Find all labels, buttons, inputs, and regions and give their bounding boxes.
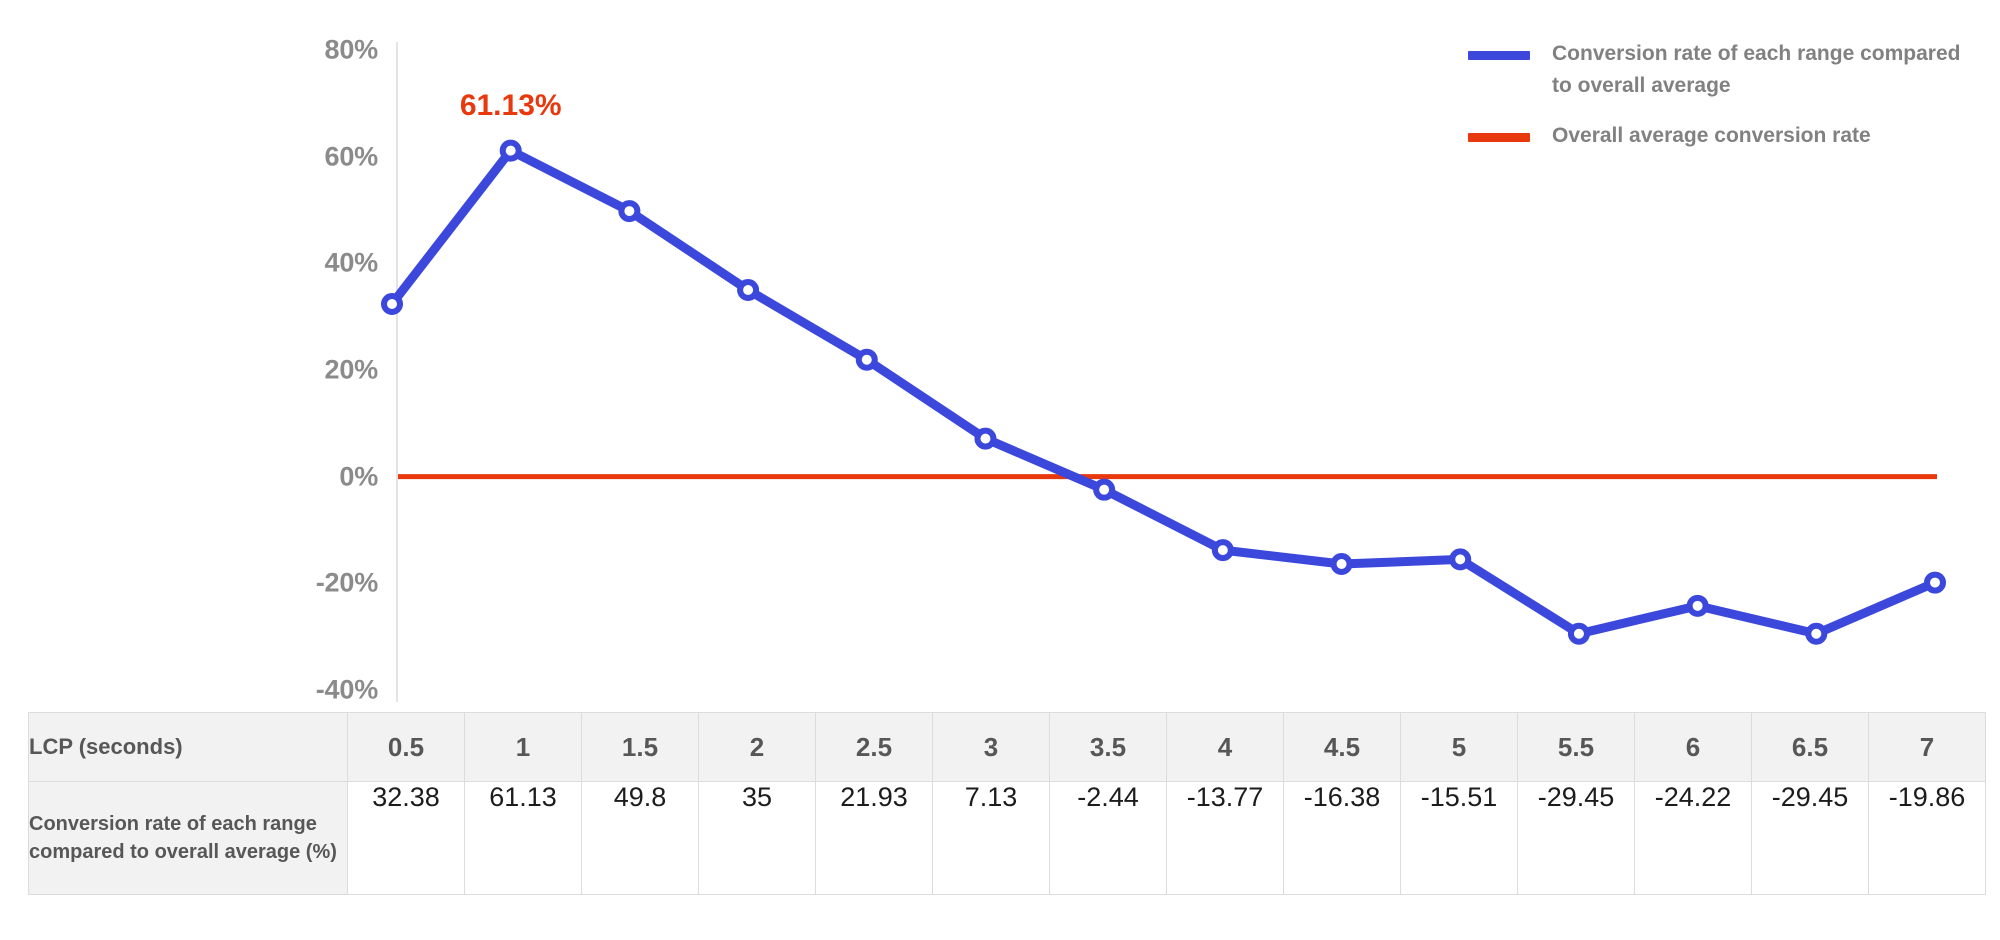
- line-chart: 80% 60% 40% 20% 0% -20% -40% 61.13%: [268, 0, 1946, 712]
- y-axis-tick-label: 60%: [324, 141, 379, 172]
- table-header-row: LCP (seconds) 0.5 1 1.5 2 2.5 3 3.5 4 4.5 5 5.5 6 6.…: [28, 712, 1986, 782]
- y-axis-tick-label: 0%: [339, 461, 378, 492]
- conversion-rate-line: [387, 146, 1940, 639]
- table-cell-value: 35: [698, 781, 816, 895]
- table-cell-value: -16.38: [1283, 781, 1401, 895]
- y-axis-tick-label: -20%: [315, 567, 378, 598]
- table-cell-value: -13.77: [1166, 781, 1284, 895]
- legend-item-average[interactable]: Overall average conversion rate: [1468, 120, 1988, 152]
- table-column-header: 3: [932, 712, 1050, 782]
- table-column-header: 4: [1166, 712, 1284, 782]
- table-cell-value: 7.13: [932, 781, 1050, 895]
- table-cell-value: 32.38: [347, 781, 465, 895]
- table-body: Conversion rate of each range compared t…: [28, 781, 1986, 895]
- table-cell-value: -2.44: [1049, 781, 1167, 895]
- table-column-header: 5: [1400, 712, 1518, 782]
- table-row-label: Conversion rate of each range compared t…: [28, 781, 348, 895]
- data-table: LCP (seconds) 0.5 1 1.5 2 2.5 3 3.5 4 4.5 5 5.5 6 6.…: [28, 712, 1986, 895]
- data-point-marker[interactable]: [1805, 622, 1828, 645]
- data-point-marker[interactable]: [1449, 548, 1472, 571]
- legend-item-label: Conversion rate of each range compared t…: [1552, 42, 1961, 97]
- data-point-marker[interactable]: [1686, 594, 1709, 617]
- y-axis-tick-label: 20%: [324, 354, 379, 385]
- table-cell-value: -29.45: [1751, 781, 1869, 895]
- legend-color-swatch-icon: [1468, 133, 1530, 142]
- table-row: Conversion rate of each range compared t…: [28, 781, 1986, 895]
- table-cell-value: -29.45: [1517, 781, 1635, 895]
- table-cell-value: -15.51: [1400, 781, 1518, 895]
- table-cell-value: -24.22: [1634, 781, 1752, 895]
- legend-color-swatch-icon: [1468, 51, 1530, 60]
- table-column-header: 6: [1634, 712, 1752, 782]
- y-axis: 80% 60% 40% 20% 0% -20% -40%: [268, 0, 378, 712]
- data-point-marker[interactable]: [974, 427, 997, 450]
- data-point-marker[interactable]: [1330, 553, 1353, 576]
- table-column-header: 0.5: [347, 712, 465, 782]
- plot-svg: [381, 139, 1946, 645]
- table-column-header: 7: [1868, 712, 1986, 782]
- data-point-marker[interactable]: [737, 279, 760, 301]
- table-cell-value: 61.13: [464, 781, 582, 895]
- legend-item-label: Overall average conversion rate: [1552, 124, 1871, 147]
- table-column-header: 5.5: [1517, 712, 1635, 782]
- data-point-marker[interactable]: [1924, 571, 1946, 594]
- table-column-header: 2.5: [815, 712, 933, 782]
- table-column-header: 1: [464, 712, 582, 782]
- table-cell-value: 21.93: [815, 781, 933, 895]
- data-point-marker[interactable]: [381, 292, 403, 315]
- table-cell-value: -19.86: [1868, 781, 1986, 895]
- table-column-header: 6.5: [1751, 712, 1869, 782]
- y-axis-tick-label: 80%: [324, 34, 379, 65]
- table-header-lcp: LCP (seconds): [28, 712, 348, 782]
- legend-item-series[interactable]: Conversion rate of each range compared t…: [1468, 38, 1988, 102]
- data-point-marker[interactable]: [618, 200, 641, 223]
- plot-area: [381, 139, 1946, 645]
- y-axis-tick-label: -40%: [315, 674, 378, 705]
- data-point-marker[interactable]: [499, 139, 522, 162]
- table-head: LCP (seconds) 0.5 1 1.5 2 2.5 3 3.5 4 4.5 5 5.5 6 6.…: [28, 712, 1986, 782]
- chart-legend: Conversion rate of each range compared t…: [1468, 38, 1988, 170]
- table-column-header: 3.5: [1049, 712, 1167, 782]
- table-cell-value: 49.8: [581, 781, 699, 895]
- data-point-marker[interactable]: [1211, 539, 1234, 562]
- data-point-marker[interactable]: [1567, 622, 1590, 645]
- table-column-header: 1.5: [581, 712, 699, 782]
- y-axis-tick-label: 40%: [324, 247, 379, 278]
- data-point-marker[interactable]: [855, 348, 878, 371]
- data-point-marker[interactable]: [1093, 478, 1116, 501]
- data-point-markers: [381, 139, 1946, 645]
- y-axis-line: [396, 42, 398, 702]
- table-column-header: 4.5: [1283, 712, 1401, 782]
- data-point-annotation: 61.13%: [459, 88, 562, 122]
- table-column-header: 2: [698, 712, 816, 782]
